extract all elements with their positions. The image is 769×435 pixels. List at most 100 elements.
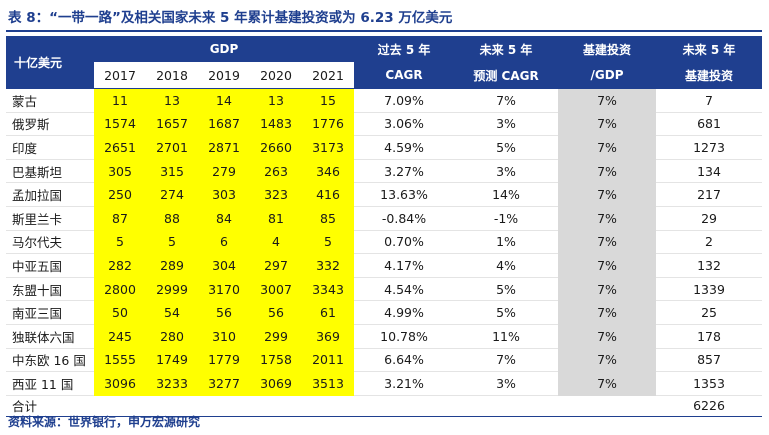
infrastructure-table: 十亿美元 GDP 过去 5 年 未来 5 年 基建投资 未来 5 年 2017 … xyxy=(6,36,763,417)
gdp-cell: 11 xyxy=(94,88,146,113)
region-name-cell: 东盟十国 xyxy=(6,277,94,302)
gdp-cell: 1555 xyxy=(94,348,146,373)
gdp-cell: 3173 xyxy=(302,135,355,160)
region-name-cell: 马尔代夫 xyxy=(6,230,94,255)
invest-cell: 681 xyxy=(656,112,763,137)
invest-cell: 25 xyxy=(656,300,763,325)
gdp-cell: 279 xyxy=(198,159,250,184)
invest-cell: 132 xyxy=(656,253,763,278)
future-cagr-cell: 14% xyxy=(454,182,559,207)
past-cagr-cell: 13.63% xyxy=(354,182,455,207)
gdp-cell: 1657 xyxy=(146,112,198,137)
invest-cell: 178 xyxy=(656,324,763,349)
gdp-cell: 2871 xyxy=(198,135,250,160)
gdp-cell: 61 xyxy=(302,300,355,325)
gdp-cell: 3007 xyxy=(250,277,302,302)
past-cagr-header-line2: CAGR xyxy=(354,62,455,89)
gdp-cell: 315 xyxy=(146,159,198,184)
table-row: 孟加拉国 250 274 303 323 416 13.63% 14% 7% 217 xyxy=(6,182,763,207)
region-name-cell: 南亚三国 xyxy=(6,300,94,325)
table-row: 巴基斯坦 305 315 279 263 346 3.27% 3% 7% 134 xyxy=(6,159,763,184)
ratio-cell: 7% xyxy=(558,135,657,160)
gdp-cell: 3233 xyxy=(146,371,198,396)
region-name-cell: 印度 xyxy=(6,135,94,160)
ratio-cell: 7% xyxy=(558,159,657,184)
future-cagr-cell: 5% xyxy=(454,135,559,160)
past-cagr-cell: 6.64% xyxy=(354,348,455,373)
invest-cell: 857 xyxy=(656,348,763,373)
gdp-cell: 2800 xyxy=(94,277,146,302)
gdp-cell: 88 xyxy=(146,206,198,231)
future-cagr-cell: 7% xyxy=(454,88,559,113)
gdp-cell: 303 xyxy=(198,182,250,207)
ratio-cell: 7% xyxy=(558,300,657,325)
ratio-cell: 7% xyxy=(558,324,657,349)
past-cagr-cell: 7.09% xyxy=(354,88,455,113)
table-row: 蒙古 11 13 14 13 15 7.09% 7% 7% 7 xyxy=(6,88,763,113)
future-cagr-cell: 5% xyxy=(454,300,559,325)
past-cagr-cell: 10.78% xyxy=(354,324,455,349)
future-cagr-header-line1: 未来 5 年 xyxy=(454,36,559,62)
gdp-cell: 1758 xyxy=(250,348,302,373)
gdp-cell: 1749 xyxy=(146,348,198,373)
region-name-cell: 中东欧 16 国 xyxy=(6,348,94,373)
future-cagr-cell: 3% xyxy=(454,112,559,137)
ratio-cell: 7% xyxy=(558,88,657,113)
gdp-cell: 310 xyxy=(198,324,250,349)
past-cagr-cell: 4.99% xyxy=(354,300,455,325)
gdp-cell: 245 xyxy=(94,324,146,349)
year-header: 2019 xyxy=(198,62,250,89)
gdp-cell: 3096 xyxy=(94,371,146,396)
year-header: 2020 xyxy=(250,62,302,89)
invest-cell: 217 xyxy=(656,182,763,207)
gdp-cell: 3343 xyxy=(302,277,355,302)
year-header: 2017 xyxy=(94,62,146,89)
gdp-cell: 346 xyxy=(302,159,355,184)
invest-cell: 1273 xyxy=(656,135,763,160)
future-cagr-cell: 1% xyxy=(454,230,559,255)
invest-cell: 1353 xyxy=(656,371,763,396)
table-row: 中东欧 16 国 1555 1749 1779 1758 2011 6.64% 7% 7% 857 xyxy=(6,348,763,373)
invest-header-line1: 未来 5 年 xyxy=(656,36,763,62)
future-cagr-cell: -1% xyxy=(454,206,559,231)
gdp-cell: 84 xyxy=(198,206,250,231)
gdp-cell: 1687 xyxy=(198,112,250,137)
gdp-cell: 56 xyxy=(198,300,250,325)
ratio-cell: 7% xyxy=(558,182,657,207)
gdp-cell: 369 xyxy=(302,324,355,349)
invest-cell: 29 xyxy=(656,206,763,231)
past-cagr-cell: 4.17% xyxy=(354,253,455,278)
gdp-cell: 4 xyxy=(250,230,302,255)
gdp-cell: 299 xyxy=(250,324,302,349)
table-row: 独联体六国 245 280 310 299 369 10.78% 11% 7% 178 xyxy=(6,324,763,349)
gdp-cell: 2651 xyxy=(94,135,146,160)
future-cagr-header-line2: 预测 CAGR xyxy=(454,62,559,89)
gdp-cell: 2701 xyxy=(146,135,198,160)
ratio-cell: 7% xyxy=(558,277,657,302)
invest-cell: 134 xyxy=(656,159,763,184)
table-row: 南亚三国 50 54 56 56 61 4.99% 5% 7% 25 xyxy=(6,300,763,325)
gdp-cell: 305 xyxy=(94,159,146,184)
table-row: 俄罗斯 1574 1657 1687 1483 1776 3.06% 3% 7% 681 xyxy=(6,112,763,137)
gdp-cell: 1776 xyxy=(302,112,355,137)
region-name-cell: 西亚 11 国 xyxy=(6,371,94,396)
year-header: 2018 xyxy=(146,62,198,89)
table-body: 蒙古 11 13 14 13 15 7.09% 7% 7% 7 俄罗斯 1574 1657 1687 148… xyxy=(6,88,763,417)
gdp-cell: 5 xyxy=(302,230,355,255)
gdp-cell: 282 xyxy=(94,253,146,278)
region-name-cell: 孟加拉国 xyxy=(6,182,94,207)
ratio-cell: 7% xyxy=(558,112,657,137)
year-header: 2021 xyxy=(302,62,355,89)
region-name-cell: 斯里兰卡 xyxy=(6,206,94,231)
gdp-cell: 416 xyxy=(302,182,355,207)
gdp-cell: 1574 xyxy=(94,112,146,137)
future-cagr-cell: 3% xyxy=(454,371,559,396)
gdp-cell: 54 xyxy=(146,300,198,325)
ratio-cell: 7% xyxy=(558,253,657,278)
past-cagr-cell: 4.54% xyxy=(354,277,455,302)
gdp-cell: 2999 xyxy=(146,277,198,302)
past-cagr-cell: 3.21% xyxy=(354,371,455,396)
future-cagr-cell: 3% xyxy=(454,159,559,184)
ratio-cell: 7% xyxy=(558,371,657,396)
gdp-cell: 6 xyxy=(198,230,250,255)
